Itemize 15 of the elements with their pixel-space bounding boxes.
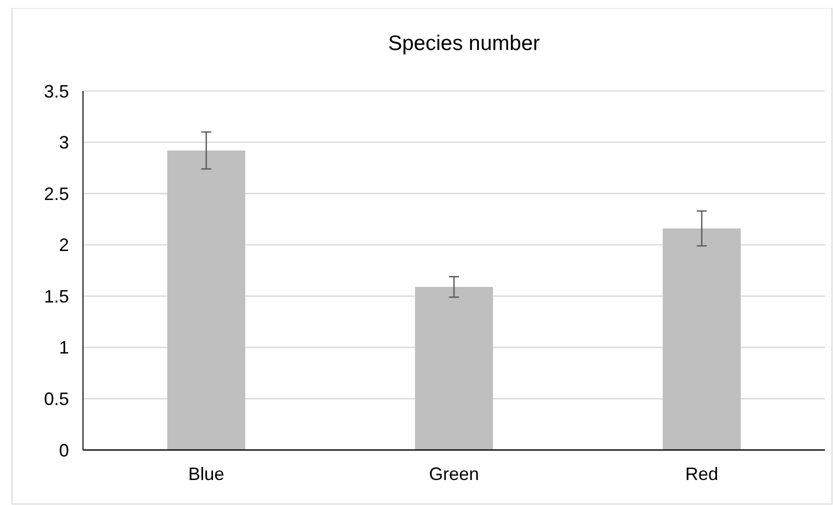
y-tick-label: 0 — [58, 440, 69, 460]
y-tick-label: 3 — [58, 132, 69, 153]
bar — [414, 286, 494, 450]
x-tick-label: Blue — [188, 464, 224, 484]
x-tick-label: Green — [428, 464, 480, 484]
y-tick-label: 2 — [58, 235, 69, 256]
y-tick-label: 1 — [58, 338, 69, 358]
y-tick-label: 0.5 — [44, 389, 69, 410]
y-tick-label: 3.5 — [44, 81, 69, 102]
y-tick-label: 2.5 — [44, 184, 69, 204]
bar — [662, 228, 741, 450]
chart-title: Species number — [388, 32, 540, 55]
bar — [167, 150, 246, 450]
y-tick-label: 1.5 — [44, 286, 69, 306]
x-tick-label: Red — [685, 464, 718, 484]
